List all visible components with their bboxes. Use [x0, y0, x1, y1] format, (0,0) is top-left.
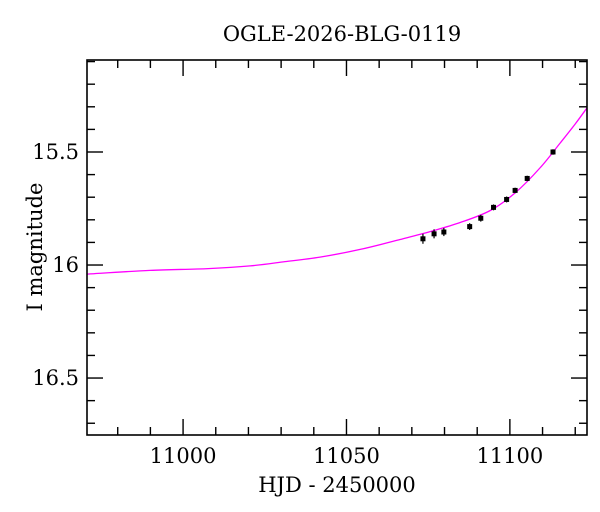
y-tick-label: 15.5 [32, 140, 79, 164]
data-point-marker [550, 149, 556, 155]
data-point [512, 187, 518, 194]
y-axis-label: I magnitude [23, 183, 47, 312]
data-point-marker [491, 204, 497, 210]
plot-border [86, 59, 588, 436]
data-point-marker [512, 187, 518, 193]
data-points-layer [420, 149, 556, 244]
data-point [504, 196, 510, 203]
data-point [491, 204, 497, 211]
data-point-marker [504, 196, 510, 202]
data-point-marker [420, 236, 426, 242]
data-point-marker [478, 215, 484, 221]
x-axis-label: HJD - 2450000 [258, 473, 416, 497]
x-tick-label: 11000 [150, 444, 217, 468]
x-tick-label: 11100 [476, 444, 543, 468]
model-curve [86, 107, 588, 275]
data-point-marker [431, 231, 437, 237]
data-point [441, 227, 447, 237]
data-point [431, 229, 437, 239]
data-point-marker [467, 224, 473, 230]
data-point-marker [441, 229, 447, 235]
x-tick-label: 11050 [313, 444, 380, 468]
y-tick-label: 16.5 [32, 366, 79, 390]
data-point [524, 175, 530, 182]
axis-ticks [87, 60, 587, 435]
tick-labels: 11000 11050 11100 15.5 16 16.5 [32, 140, 543, 468]
data-point-marker [524, 175, 530, 181]
y-tick-label: 16 [52, 253, 79, 277]
data-point [467, 223, 473, 230]
model-curve-layer [86, 107, 588, 275]
chart-title: OGLE-2026-BLG-0119 [223, 22, 461, 46]
data-point [478, 214, 484, 222]
data-point [550, 149, 556, 155]
data-point [420, 233, 426, 244]
